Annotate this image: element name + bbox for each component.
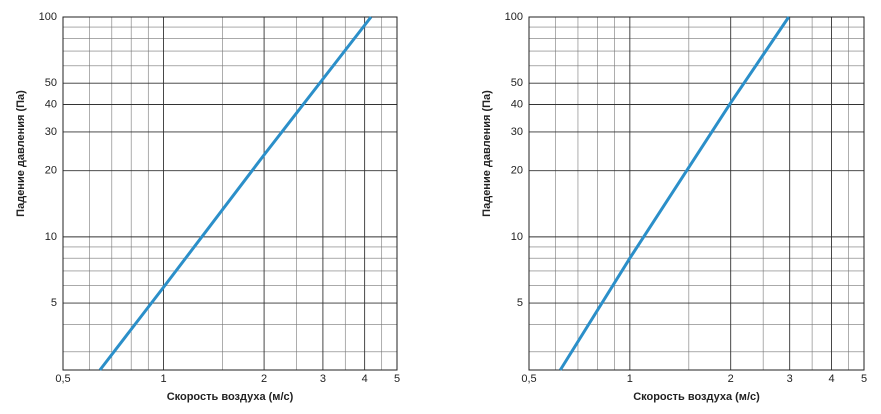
x-axis-label: Скорость воздуха (м/с) bbox=[167, 391, 294, 403]
y-tick-label: 40 bbox=[511, 98, 523, 110]
y-tick-label: 40 bbox=[45, 98, 57, 110]
x-tick-label: 5 bbox=[394, 373, 400, 385]
data-line bbox=[559, 16, 790, 371]
x-axis-label: Скорость воздуха (м/с) bbox=[633, 391, 760, 403]
x-tick-label: 3 bbox=[787, 373, 793, 385]
x-tick-label: 1 bbox=[160, 373, 166, 385]
x-tick-label: 3 bbox=[320, 373, 326, 385]
y-tick-label: 20 bbox=[511, 165, 523, 177]
y-tick-label: 50 bbox=[45, 77, 57, 89]
x-tick-label: 1 bbox=[627, 373, 633, 385]
data-line bbox=[98, 16, 373, 371]
y-tick-label: 5 bbox=[517, 297, 523, 309]
plot-frame bbox=[62, 16, 398, 371]
y-tick-label: 20 bbox=[45, 165, 57, 177]
x-tick-label: 4 bbox=[828, 373, 834, 385]
y-tick-label: 100 bbox=[505, 11, 523, 23]
plot-frame bbox=[528, 16, 865, 371]
x-tick-label: 5 bbox=[861, 373, 867, 385]
y-tick-label: 10 bbox=[511, 231, 523, 243]
x-tick-label: 4 bbox=[362, 373, 368, 385]
x-tick-label: 0,5 bbox=[521, 373, 536, 385]
y-tick-label: 30 bbox=[511, 126, 523, 138]
y-tick-label: 5 bbox=[51, 297, 57, 309]
y-axis-label: Падение давления (Па) bbox=[481, 90, 493, 217]
x-tick-label: 2 bbox=[261, 373, 267, 385]
x-tick-label: 2 bbox=[728, 373, 734, 385]
y-tick-label: 10 bbox=[45, 231, 57, 243]
y-axis-label: Падение давления (Па) bbox=[15, 90, 27, 217]
x-tick-label: 0,5 bbox=[55, 373, 70, 385]
y-tick-label: 50 bbox=[511, 77, 523, 89]
y-tick-label: 30 bbox=[45, 126, 57, 138]
y-tick-label: 100 bbox=[39, 11, 57, 23]
